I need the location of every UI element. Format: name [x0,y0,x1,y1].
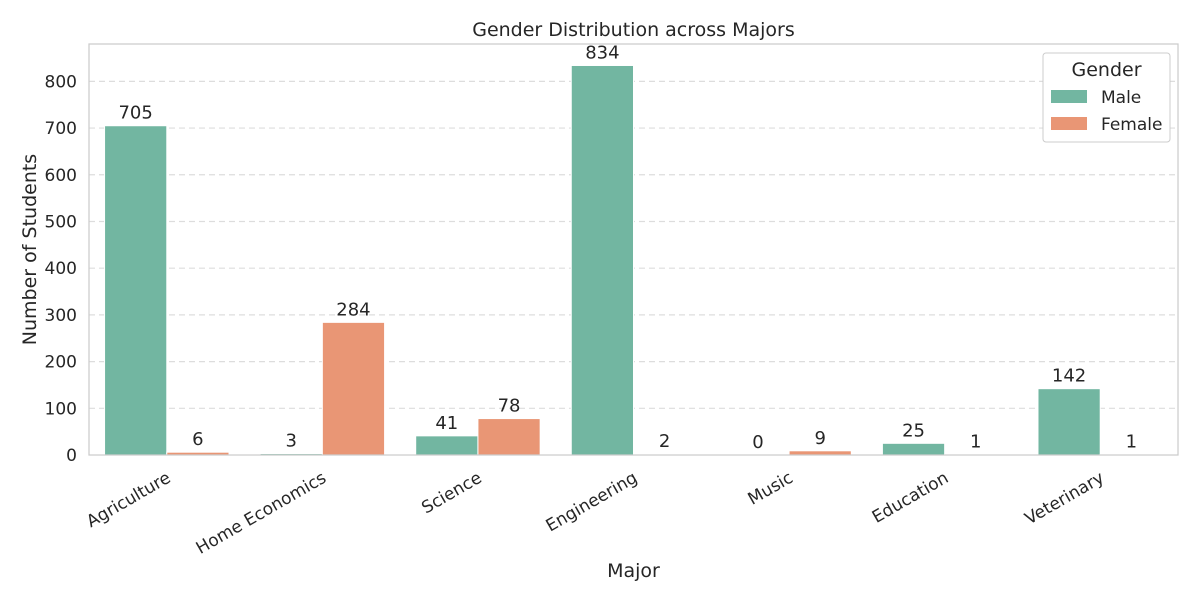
y-tick-label: 600 [45,166,77,186]
bar-male-agriculture [104,125,168,456]
bar-male-veterinary [1037,388,1101,456]
y-tick-label: 100 [45,399,77,419]
bar-female-science [477,418,541,456]
y-tick-labels: 0 100 200 300 400 500 600 700 800 [45,72,77,466]
legend-label-male: Male [1101,88,1141,108]
y-tick-label: 0 [66,446,77,466]
y-axis-title: Number of Students [19,154,41,345]
data-label-female-science: 78 [498,396,521,417]
legend: Gender Male Female [1042,52,1171,143]
y-tick-label: 800 [45,72,77,92]
data-label-male-education: 25 [902,420,925,441]
data-label-female-engineering: 2 [659,431,670,452]
data-label-male-science: 41 [435,413,458,434]
data-label-female-education: 1 [970,432,981,453]
x-axis-title: Major [607,560,660,582]
y-tick-label: 200 [45,353,77,373]
data-label-female-music: 9 [814,428,825,449]
bar-male-engineering [570,64,634,456]
legend-title: Gender [1071,59,1141,81]
data-label-female-agriculture: 6 [192,429,203,450]
data-label-male-music: 0 [752,432,763,453]
legend-swatch-male [1051,90,1087,103]
bar-male-education [881,442,946,456]
data-label-female-veterinary: 1 [1126,432,1137,453]
legend-label-female: Female [1101,115,1162,135]
data-labels: 705 3 41 834 0 25 142 6 284 78 2 9 1 1 [118,42,1137,453]
data-label-female-home-economics: 284 [336,299,370,320]
data-label-male-agriculture: 705 [118,103,152,124]
y-tick-label: 400 [45,259,77,279]
bar-female-music [788,450,852,456]
data-label-male-engineering: 834 [585,42,619,63]
bar-female-home-economics [321,321,386,456]
plot-frame [88,43,1179,456]
data-label-male-home-economics: 3 [286,431,297,452]
chart-title: Gender Distribution across Majors [472,19,795,41]
legend-swatch-female [1051,117,1087,130]
y-tick-label: 700 [45,119,77,139]
bar-male-science [415,435,479,456]
data-label-male-veterinary: 142 [1052,366,1086,387]
y-tick-label: 500 [45,212,77,232]
y-tick-label: 300 [45,306,77,326]
